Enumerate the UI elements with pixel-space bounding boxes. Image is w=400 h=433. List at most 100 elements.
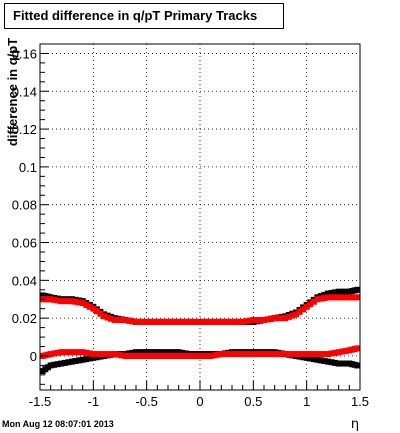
data-point-fill — [118, 352, 125, 359]
data-point-fill — [321, 294, 328, 301]
y-tick-label: 0.14 — [12, 84, 37, 99]
data-point-fill — [342, 360, 349, 367]
data-point-fill — [268, 315, 275, 322]
data-point — [154, 352, 161, 359]
data-point-fill — [61, 359, 68, 366]
data-point-fill — [172, 318, 179, 325]
data-point — [325, 294, 331, 301]
data-point — [165, 349, 171, 356]
data-point — [101, 351, 107, 358]
data-point-fill — [61, 298, 68, 305]
data-point-fill — [278, 351, 285, 358]
data-point — [165, 352, 171, 359]
data-point — [58, 298, 65, 305]
data-point-fill — [179, 352, 186, 359]
data-point-fill — [332, 289, 339, 296]
series-3 — [39, 345, 361, 359]
data-point-fill — [125, 352, 132, 359]
data-point — [175, 352, 182, 359]
data-point-fill — [342, 294, 349, 301]
data-point-fill — [332, 349, 339, 356]
data-point — [229, 351, 235, 358]
data-point-fill — [54, 349, 61, 356]
data-point-fill — [211, 318, 218, 325]
data-point-fill — [328, 294, 335, 301]
data-point — [143, 352, 150, 359]
data-point-fill — [246, 317, 253, 324]
x-tick-label: -0.5 — [135, 394, 157, 409]
data-point-fill — [296, 351, 303, 358]
data-point-fill — [253, 351, 260, 358]
data-point-fill — [321, 358, 328, 365]
data-point-fill — [161, 318, 168, 325]
data-point-fill — [83, 349, 90, 356]
data-point — [133, 352, 139, 359]
data-point-fill — [317, 357, 324, 364]
data-point-fill — [253, 317, 260, 324]
data-point-fill — [129, 349, 136, 356]
data-point — [325, 351, 331, 358]
data-point — [250, 317, 257, 324]
data-point-fill — [115, 351, 122, 358]
data-point-fill — [157, 318, 164, 325]
series-1 — [39, 294, 361, 325]
data-point — [69, 298, 75, 305]
data-point — [239, 318, 246, 325]
data-point-fill — [339, 288, 346, 295]
data-point-fill — [300, 351, 307, 358]
data-point-fill — [236, 351, 243, 358]
data-point-fill — [214, 351, 221, 358]
data-point-fill — [289, 312, 296, 319]
data-point — [79, 356, 86, 363]
data-point-fill — [296, 308, 303, 315]
data-point-fill — [243, 351, 250, 358]
data-point-fill — [150, 352, 157, 359]
chart-title: Fitted difference in q/pT Primary Tracks — [4, 3, 284, 29]
timestamp-label: Mon Aug 12 08:07:01 2013 — [2, 419, 114, 429]
data-point-fill — [179, 318, 186, 325]
data-point — [175, 349, 182, 356]
data-point-fill — [221, 318, 228, 325]
data-point-fill — [136, 349, 143, 356]
y-tick-label: 0 — [30, 349, 37, 364]
data-point-fill — [86, 355, 93, 362]
data-point-fill — [108, 351, 115, 358]
x-tick-label: -1 — [88, 394, 100, 409]
data-point-fill — [150, 318, 157, 325]
x-axis-label: η — [351, 417, 359, 432]
data-point-fill — [93, 354, 100, 361]
data-point-fill — [54, 361, 61, 368]
data-point-fill — [204, 318, 211, 325]
data-point-fill — [129, 318, 136, 325]
y-axis-label: difference in q/pT — [5, 38, 20, 146]
data-point-fill — [232, 318, 239, 325]
data-point — [314, 356, 321, 363]
data-point-fill — [246, 351, 253, 358]
data-point-fill — [104, 314, 111, 321]
data-point-fill — [168, 318, 175, 325]
data-point — [47, 351, 54, 358]
data-point-fill — [339, 360, 346, 367]
data-point-fill — [140, 349, 147, 356]
data-point-fill — [310, 298, 317, 305]
data-point — [197, 352, 203, 359]
grid-layer — [40, 44, 360, 390]
data-point-fill — [86, 303, 93, 310]
data-point-fill — [332, 294, 339, 301]
data-point — [186, 318, 193, 325]
data-point — [239, 351, 246, 358]
data-point-fill — [51, 296, 58, 303]
data-point-fill — [211, 352, 218, 359]
data-point — [354, 286, 361, 293]
data-point — [354, 294, 361, 301]
data-point-fill — [307, 301, 314, 308]
data-point-fill — [72, 349, 79, 356]
data-point — [47, 296, 54, 303]
data-point-fill — [104, 351, 111, 358]
data-point-fill — [168, 349, 175, 356]
y-tick-label: 0.06 — [12, 236, 37, 251]
data-point-fill — [72, 358, 79, 365]
data-point — [207, 352, 214, 359]
data-point — [261, 351, 267, 358]
data-point — [293, 351, 299, 358]
